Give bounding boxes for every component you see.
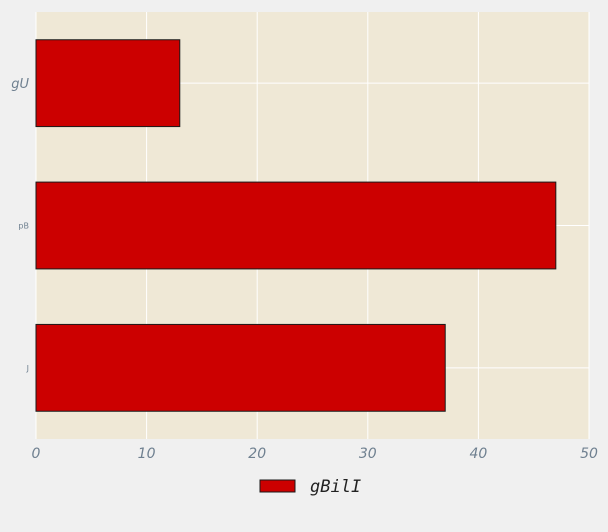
legend: gBilI: [259, 477, 361, 497]
x-tick-label: 30: [359, 446, 377, 462]
bar-pB: [35, 181, 557, 270]
bars: [35, 39, 557, 412]
legend-label: gBilI: [310, 477, 361, 497]
x-tick-label: 20: [248, 446, 266, 462]
x-tick-label: 10: [138, 446, 156, 462]
bar-J: [35, 323, 446, 412]
bar-gU: [35, 39, 181, 128]
y-tick-label: J: [26, 364, 29, 373]
y-tick-label: pB: [18, 222, 29, 231]
x-axis-ticks: 0 10 20 30 40 50: [32, 446, 598, 462]
y-axis-ticks: gU pB J: [11, 77, 29, 373]
x-tick-label: 40: [469, 446, 487, 462]
x-tick-label: 0: [32, 446, 41, 462]
x-tick-label: 50: [580, 446, 598, 462]
legend-swatch: [259, 479, 296, 493]
y-tick-label: gU: [11, 77, 29, 92]
